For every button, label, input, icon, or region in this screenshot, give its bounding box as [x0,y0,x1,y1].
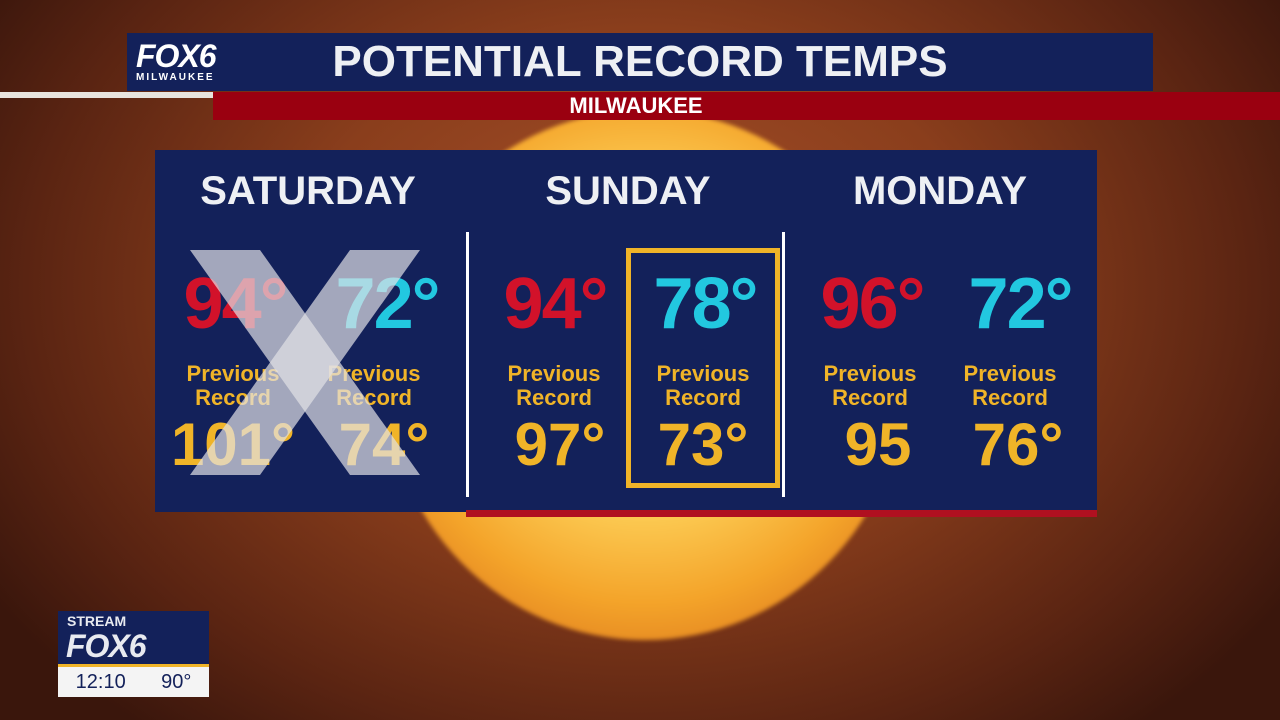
station-bug: STREAM FOX6 12:10 90° [58,611,209,697]
monday-record-high: 95 [844,411,912,478]
crossed-out-x-icon [190,250,420,475]
monday-prev-label-low: Previous Record [963,361,1057,410]
title-bar [127,33,1153,91]
fox6-bug-logo: FOX6 [66,628,147,664]
sunday-prev-label-high: Previous Record [507,361,601,410]
current-temp: 90° [161,671,192,693]
day-sunday: SUNDAY [545,169,711,213]
location-subtitle: MILWAUKEE [569,93,703,118]
day-monday: MONDAY [852,169,1028,213]
page-title: POTENTIAL RECORD TEMPS [332,37,948,86]
current-time: 12:10 [75,671,126,693]
sunday-prev-label-low: Previous Record [656,361,750,410]
column-divider [782,232,785,497]
sunday-high: 94° [503,264,609,344]
monday-record-low: 76° [972,411,1064,478]
day-saturday: SATURDAY [200,169,416,213]
fox6-logo: FOX6 MILWAUKEE [136,38,217,83]
highlight-box [626,248,780,488]
monday-prev-label-high: Previous Record [823,361,917,410]
stream-label: STREAM [67,613,127,629]
divider [0,92,213,98]
column-divider [466,232,469,497]
sunday-record-low: 73° [657,411,749,478]
sunday-record-high: 97° [514,411,606,478]
monday-low: 72° [968,264,1074,344]
subtitle-bar [213,92,1280,120]
monday-high: 96° [820,264,926,344]
panel-accent-line [466,510,1097,517]
sunday-low: 78° [653,264,759,344]
